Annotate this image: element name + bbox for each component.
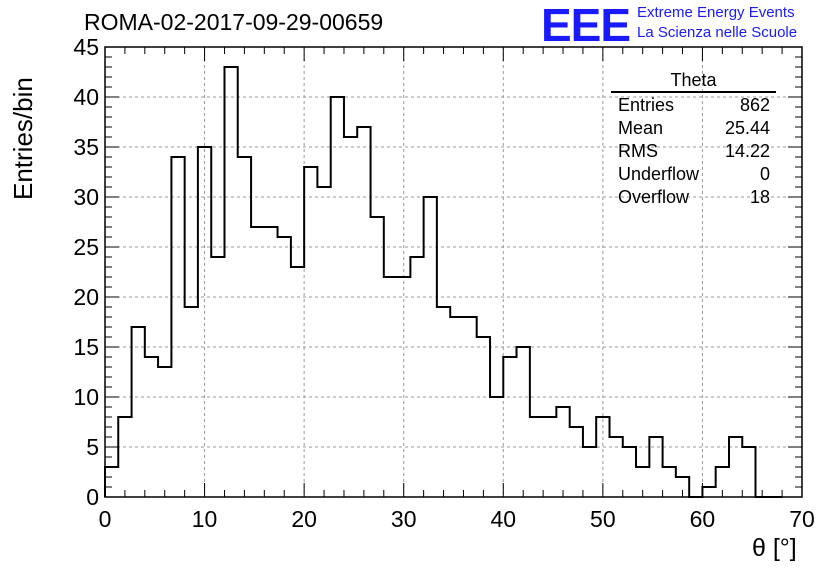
histogram-bin — [384, 277, 397, 497]
histogram-bin — [185, 307, 198, 497]
x-tick-label: 40 — [490, 506, 516, 532]
histogram-bin — [463, 317, 476, 497]
x-tick-label: 50 — [590, 506, 616, 532]
x-tick-label: 0 — [99, 506, 112, 532]
eee-logo: EEE — [541, 0, 631, 51]
histogram-bin — [118, 417, 131, 497]
histogram-bin — [171, 157, 184, 497]
stats-row-entries: Entries 862 — [611, 94, 776, 117]
x-tick-label: 30 — [391, 506, 417, 532]
histogram-bin — [145, 357, 158, 497]
y-tick-label: 30 — [73, 184, 99, 210]
histogram-bin — [264, 227, 277, 497]
stats-value: 18 — [749, 187, 770, 207]
y-tick-label: 5 — [86, 434, 99, 460]
histogram-bin — [742, 447, 755, 497]
y-tick-label: 0 — [86, 484, 99, 510]
histogram-bin — [344, 137, 357, 497]
histogram-bin — [158, 367, 171, 497]
chart-title: ROMA-02-2017-09-29-00659 — [84, 9, 384, 35]
histogram-bin — [517, 347, 530, 497]
y-tick-label: 20 — [73, 284, 99, 310]
x-tick-label: 10 — [192, 506, 218, 532]
x-axis-label: θ [°] — [752, 534, 797, 562]
stats-box: Theta Entries 862 Mean 25.44 RMS 14.22 U… — [611, 70, 776, 209]
histogram-bin — [450, 317, 463, 497]
histogram-bin — [331, 97, 344, 497]
histogram-bin — [530, 417, 543, 497]
stats-row-overflow: Overflow 18 — [611, 186, 776, 209]
histogram-bin — [663, 467, 676, 497]
stats-value: 862 — [739, 95, 770, 115]
y-tick-label: 45 — [73, 34, 99, 60]
histogram-bin — [610, 437, 623, 497]
x-tick-label: 20 — [291, 506, 317, 532]
plot-frame — [104, 46, 803, 498]
histogram-bin — [317, 187, 330, 497]
histogram-bin — [224, 67, 237, 497]
stats-label: RMS — [618, 141, 658, 161]
stats-row-mean: Mean 25.44 — [611, 117, 776, 140]
logo-line-2: La Scienza nelle Scuole — [637, 24, 798, 41]
histogram-bin — [490, 397, 503, 497]
stats-label: Underflow — [618, 164, 700, 184]
histogram-bin — [278, 237, 291, 497]
stats-value: 0 — [759, 164, 770, 184]
histogram-bin — [410, 257, 423, 497]
histogram-bin — [371, 217, 384, 497]
histogram-bin — [570, 427, 583, 497]
x-tick-label: 70 — [789, 506, 815, 532]
stats-label: Mean — [618, 118, 664, 138]
histogram-bin — [437, 307, 450, 497]
x-tick-label: 60 — [690, 506, 716, 532]
stats-value: 14.22 — [724, 141, 770, 161]
y-axis-label: Entries/bin — [8, 77, 38, 200]
histogram-bin — [649, 437, 662, 497]
histogram-outline — [104, 66, 783, 498]
histogram-bin — [198, 147, 211, 497]
histogram-bin — [211, 257, 224, 497]
stats-value: 25.44 — [724, 118, 770, 138]
histogram-bin — [105, 467, 118, 497]
histogram-bin — [304, 167, 317, 497]
stats-row-underflow: Underflow 0 — [611, 163, 776, 186]
histogram-bin — [132, 327, 145, 497]
stats-row-rms: RMS 14.22 — [611, 140, 776, 163]
histogram-bin — [623, 447, 636, 497]
logo-line-1: Extreme Energy Events — [637, 4, 795, 21]
stats-label: Overflow — [618, 187, 690, 207]
histogram-bin — [238, 157, 251, 497]
histogram-bin — [543, 417, 556, 497]
y-tick-label: 35 — [73, 134, 99, 160]
histogram-bin — [357, 127, 370, 497]
histogram-bin — [556, 407, 569, 497]
histogram-bin — [291, 267, 304, 497]
histogram-bin — [251, 227, 264, 497]
histogram-bin — [729, 437, 742, 497]
histogram-bin — [424, 197, 437, 497]
histogram-bin — [397, 277, 410, 497]
stats-title: Theta — [611, 70, 776, 93]
y-tick-label: 10 — [73, 384, 99, 410]
histogram-bin — [503, 357, 516, 497]
y-tick-label: 25 — [73, 234, 99, 260]
histogram-bin — [583, 447, 596, 497]
stats-label: Entries — [618, 95, 675, 115]
histogram-bin — [702, 487, 715, 497]
y-tick-label: 15 — [73, 334, 99, 360]
histogram-bin — [477, 337, 490, 497]
y-tick-label: 40 — [73, 84, 99, 110]
